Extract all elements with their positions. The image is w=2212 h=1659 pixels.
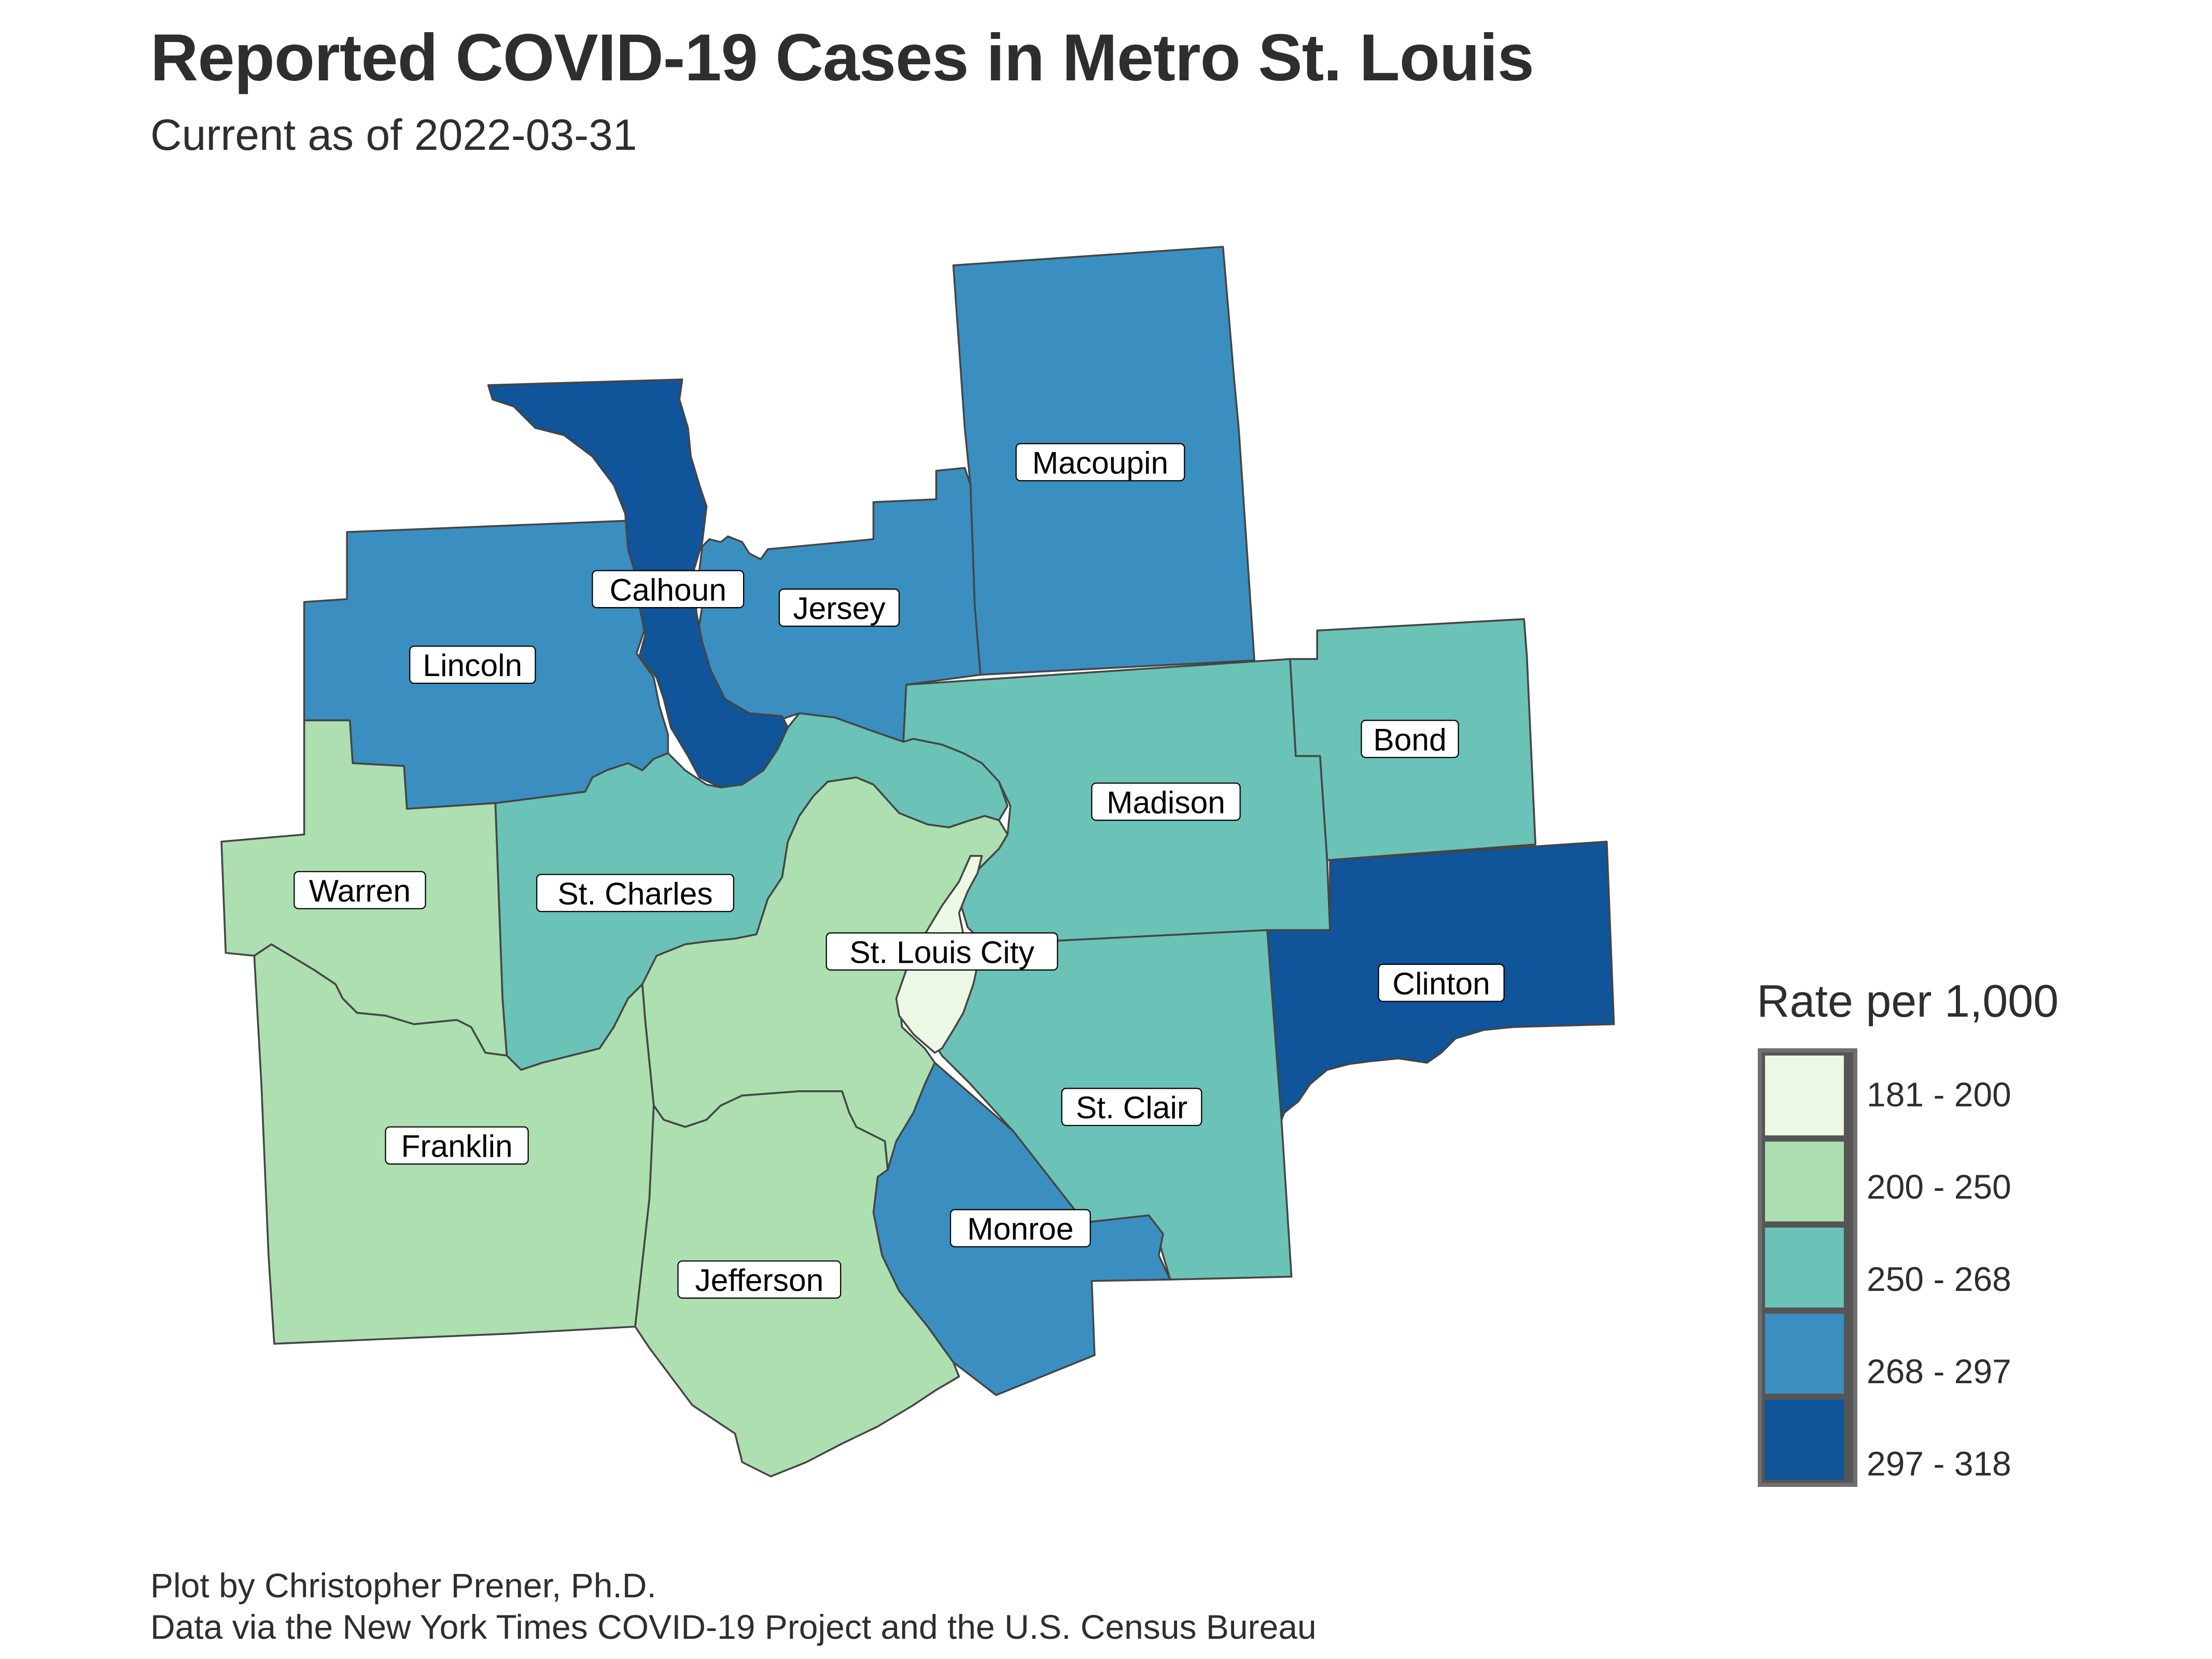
svg-text:Macoupin: Macoupin [1032,445,1168,480]
svg-text:St. Louis City: St. Louis City [849,934,1034,969]
svg-text:Calhoun: Calhoun [610,572,726,607]
svg-text:Monroe: Monroe [967,1211,1073,1246]
label-st-clair: St. Clair [1061,1088,1202,1127]
svg-text:Jersey: Jersey [793,591,886,626]
chart-subtitle: Current as of 2022-03-31 [150,110,637,159]
legend-label: 250 - 268 [1867,1260,2011,1298]
caption-source: Data via the New York Times COVID-19 Pro… [150,1608,1317,1646]
svg-text:St. Clair: St. Clair [1076,1090,1187,1125]
svg-text:Madison: Madison [1107,784,1225,820]
legend: Rate per 1,000 181 - 200 200 - 250 250 -… [1757,975,2059,1487]
label-st-charles: St. Charles [536,874,734,912]
legend-swatch [1762,1225,1847,1311]
label-lincoln: Lincoln [409,645,536,684]
legend-swatch [1762,1138,1847,1225]
svg-text:Warren: Warren [309,873,411,908]
label-clinton: Clinton [1378,963,1505,1002]
legend-label: 297 - 318 [1867,1444,2011,1483]
legend-label: 268 - 297 [1867,1352,2011,1390]
legend-swatch [1762,1052,1847,1138]
legend-label: 200 - 250 [1867,1168,2011,1206]
legend-title: Rate per 1,000 [1757,975,2059,1027]
label-calhoun: Calhoun [592,570,745,609]
caption-credit: Plot by Christopher Prener, Ph.D. [150,1566,656,1605]
label-franklin: Franklin [385,1126,529,1165]
label-madison: Madison [1091,782,1241,821]
label-bond: Bond [1361,720,1459,758]
svg-text:Clinton: Clinton [1392,966,1490,1001]
svg-text:St. Charles: St. Charles [557,876,712,911]
chart-title: Reported COVID-19 Cases in Metro St. Lou… [150,21,1534,95]
label-warren: Warren [293,871,426,909]
legend-label: 181 - 200 [1867,1075,2011,1114]
legend-swatch [1762,1397,1847,1483]
legend-keys [1758,1048,1857,1487]
legend-labels: 181 - 200 200 - 250 250 - 268 268 - 297 … [1867,1048,2011,1510]
label-monroe: Monroe [949,1209,1091,1247]
svg-text:Bond: Bond [1373,722,1446,757]
label-jersey: Jersey [778,588,900,627]
svg-text:Jefferson: Jefferson [695,1262,823,1298]
label-st-louis-city: St. Louis City [825,932,1058,971]
svg-text:Lincoln: Lincoln [423,648,522,683]
label-jefferson: Jefferson [677,1260,842,1299]
legend-swatch [1762,1311,1847,1397]
svg-text:Franklin: Franklin [401,1128,512,1163]
label-macoupin: Macoupin [1015,443,1185,482]
